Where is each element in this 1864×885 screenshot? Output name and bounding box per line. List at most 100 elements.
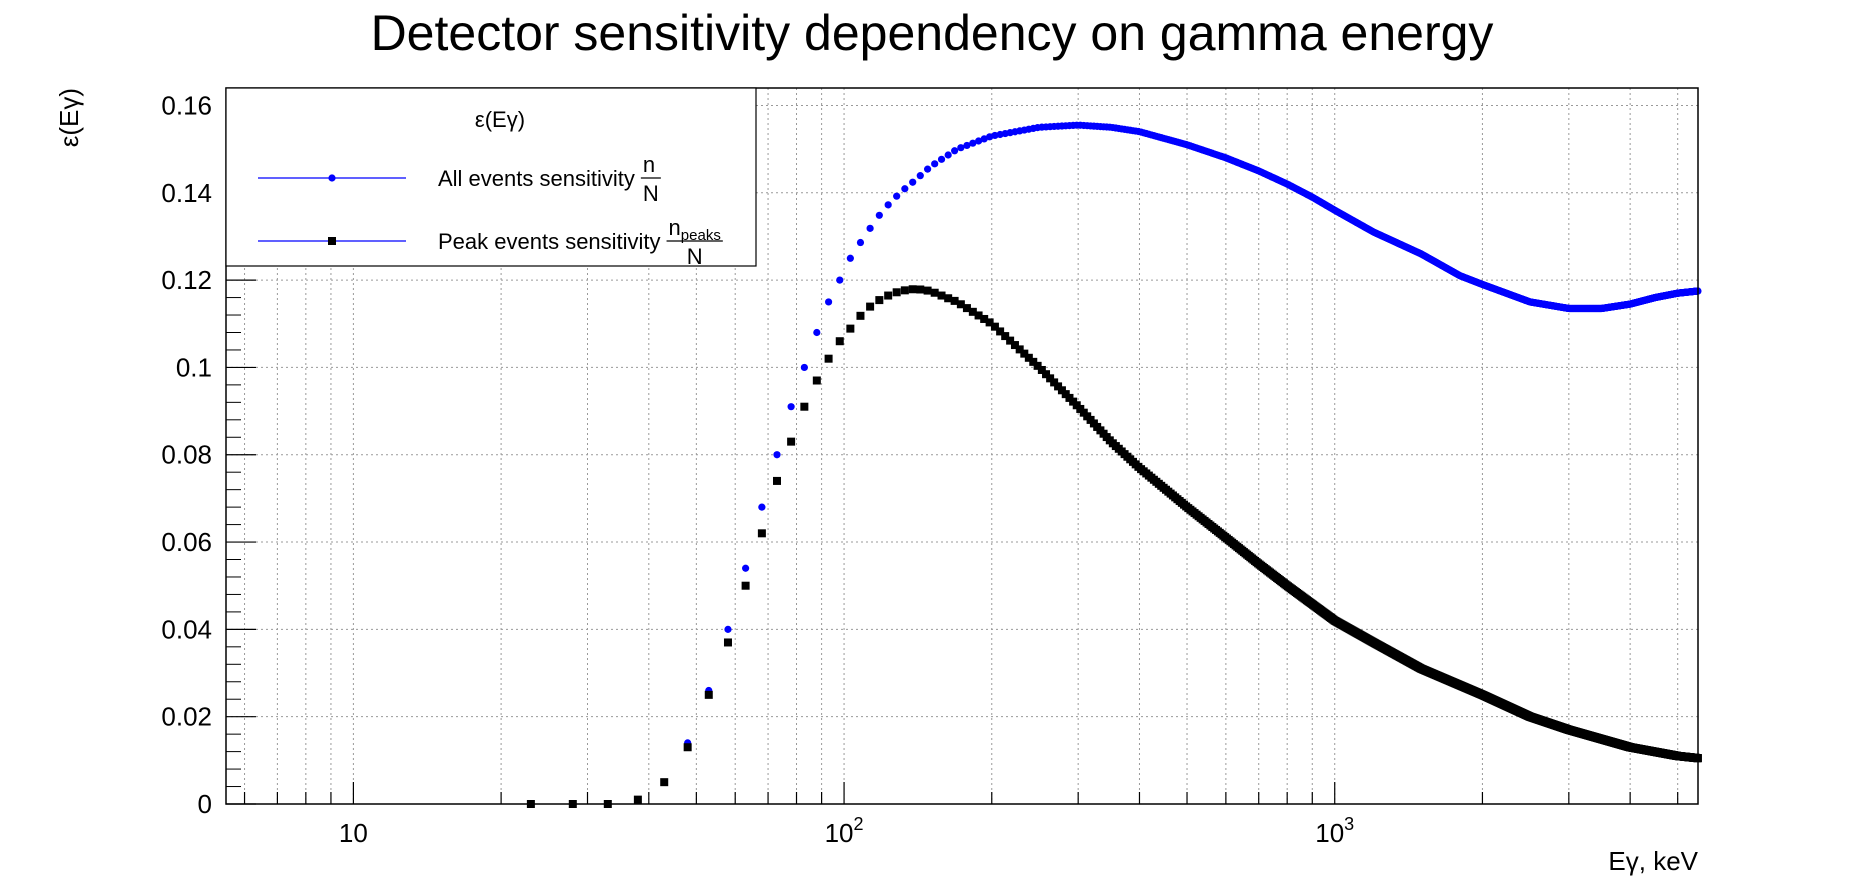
data-point <box>866 302 875 311</box>
data-point <box>1037 365 1046 374</box>
data-point <box>957 144 965 152</box>
x-tick-label: 102 <box>825 814 864 848</box>
y-axis-label: ε(Eγ) <box>54 88 84 147</box>
data-point <box>930 288 939 297</box>
tick-labels: 0 0.02 0.04 0.06 0.08 0.1 0.12 0.14 0.16 10 102 103 <box>161 90 1354 848</box>
data-point <box>950 296 959 305</box>
data-point <box>962 304 971 313</box>
legend-fraction-denominator: N <box>643 181 659 206</box>
data-point <box>773 451 781 459</box>
data-point <box>909 178 917 186</box>
series-layer <box>526 121 1702 808</box>
legend-marker <box>328 237 336 245</box>
data-point <box>980 314 989 323</box>
legend-marker <box>328 174 336 182</box>
data-point <box>800 363 808 372</box>
data-point <box>787 403 795 411</box>
data-point <box>1020 349 1029 358</box>
data-point <box>892 288 901 297</box>
data-point <box>1033 361 1042 370</box>
x-tick-label: 10 <box>339 818 368 848</box>
x-tick-label: 103 <box>1315 814 1354 848</box>
data-point <box>813 328 821 337</box>
y-tick-label: 0.06 <box>161 527 212 557</box>
data-point <box>836 276 844 284</box>
data-point <box>951 147 959 155</box>
data-point <box>856 238 865 247</box>
y-tick-label: 0.1 <box>176 352 212 382</box>
y-tick-label: 0.14 <box>161 178 212 208</box>
series-peak-events <box>526 285 1702 808</box>
y-tick-label: 0.08 <box>161 440 212 470</box>
data-point <box>724 625 732 633</box>
y-tick-label: 0 <box>198 789 212 819</box>
data-point <box>875 296 884 305</box>
data-point <box>723 638 732 647</box>
data-point <box>800 402 809 411</box>
data-point <box>974 311 983 320</box>
legend-label: All events sensitivity <box>438 166 635 191</box>
legend-box <box>225 87 757 267</box>
data-point <box>900 286 909 295</box>
data-point <box>937 291 946 300</box>
data-point <box>956 300 965 309</box>
data-point <box>772 476 781 485</box>
data-point <box>787 437 796 446</box>
data-point <box>923 286 932 295</box>
data-point <box>924 165 932 173</box>
y-tick-label: 0.12 <box>161 265 212 295</box>
data-point <box>741 581 750 590</box>
data-point <box>875 211 883 219</box>
y-tick-label: 0.16 <box>161 90 212 120</box>
legend-label: Peak events sensitivity <box>438 229 661 254</box>
data-point <box>758 503 766 511</box>
data-point <box>985 318 994 327</box>
data-point <box>944 151 952 159</box>
data-point <box>633 795 642 804</box>
legend-entry: All events sensitivity nN <box>258 152 661 206</box>
data-point <box>908 285 917 294</box>
data-point <box>980 135 988 143</box>
x-axis-label: Eγ, keV <box>1608 846 1698 876</box>
chart-title: Detector sensitivity dependency on gamma… <box>370 5 1494 61</box>
data-point <box>824 354 833 363</box>
data-point <box>835 337 844 346</box>
data-point <box>757 529 766 538</box>
data-point <box>742 564 750 572</box>
data-point <box>990 322 999 331</box>
data-point <box>916 172 924 180</box>
data-point <box>974 137 983 145</box>
y-tick-label: 0.02 <box>161 702 212 732</box>
data-point <box>1046 374 1055 383</box>
data-point <box>1029 357 1038 366</box>
data-point <box>846 254 854 262</box>
y-tick-label: 0.04 <box>161 614 212 644</box>
data-point <box>901 185 909 193</box>
data-point <box>884 201 892 209</box>
data-point <box>1001 332 1010 341</box>
data-point <box>944 294 953 303</box>
data-point <box>1024 353 1033 362</box>
data-point <box>969 139 977 147</box>
series-all-events <box>527 121 1702 808</box>
data-point <box>846 324 855 333</box>
data-point <box>893 192 901 200</box>
data-point <box>812 376 821 385</box>
data-point <box>1015 345 1024 354</box>
data-point <box>937 155 946 163</box>
legend-fraction-denominator: N <box>687 244 703 269</box>
data-point <box>660 778 669 787</box>
data-point <box>916 285 925 294</box>
data-point <box>884 291 893 300</box>
data-point <box>683 743 692 752</box>
data-point <box>704 690 713 699</box>
data-point <box>856 311 865 320</box>
data-point <box>1006 336 1015 345</box>
data-point <box>1010 341 1019 350</box>
data-point <box>866 224 874 232</box>
data-point <box>963 141 971 150</box>
